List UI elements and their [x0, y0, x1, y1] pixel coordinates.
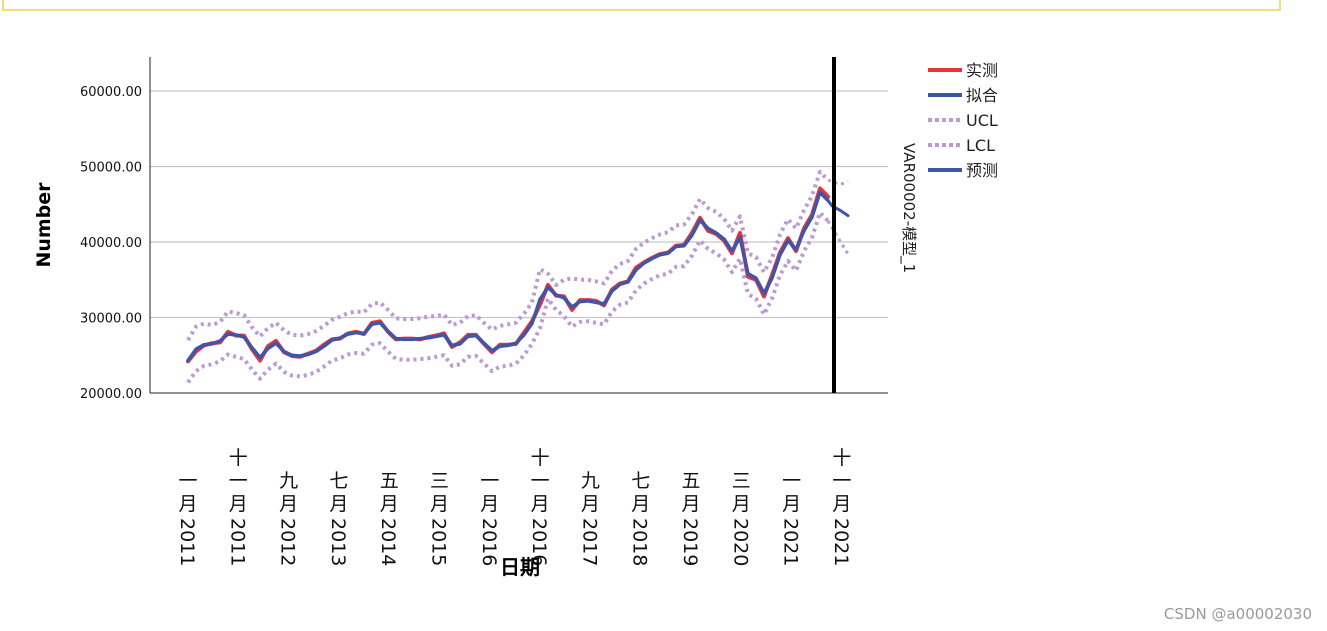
x-tick-month-char: 月: [631, 493, 650, 515]
x-tick-year: 2014: [377, 518, 399, 566]
x-tick-month-char: 月: [480, 493, 499, 515]
x-tick-month-char: 月: [430, 493, 449, 515]
x-tick-year: 2016: [528, 518, 550, 566]
x-tick-month-char: 一: [178, 470, 197, 492]
x-tick-month-char: 月: [581, 493, 600, 515]
x-tick-month-char: 月: [229, 493, 248, 515]
forecast-ucl-line: [827, 178, 849, 187]
x-tick-month-char: 一: [229, 470, 248, 492]
y-tick-label: 30000.00: [80, 312, 142, 327]
x-tick-month-char: 月: [178, 493, 197, 515]
x-tick-month-char: 三: [430, 470, 449, 492]
series-ucl-line: [186, 169, 830, 342]
series-fit-line: [186, 190, 830, 363]
x-tick-month-char: 一: [480, 470, 499, 492]
x-tick-month-char: 十: [229, 447, 248, 469]
x-tick-month-char: 十: [531, 447, 550, 469]
y-tick-label: 60000.00: [80, 85, 142, 100]
x-tick-month-char: 十: [832, 447, 851, 469]
x-tick-month-char: 一: [832, 470, 851, 492]
x-tick-month-char: 月: [531, 493, 550, 515]
x-tick-year: 2011: [226, 518, 248, 566]
x-tick-year: 2019: [679, 518, 701, 566]
x-tick-year: 2012: [277, 518, 299, 566]
model-label: VAR00002-模型_1: [899, 143, 918, 273]
y-tick-label: 40000.00: [80, 236, 142, 251]
series-actual-line: [186, 186, 830, 364]
legend-label: UCL: [966, 111, 998, 130]
watermark: CSDN @a00002030: [1163, 605, 1312, 623]
x-tick-month-char: 月: [329, 493, 348, 515]
x-tick-year: 2011: [176, 518, 198, 566]
x-tick-year: 2021: [830, 518, 852, 566]
series-forecast-line: [826, 199, 850, 218]
x-tick-month-char: 三: [732, 470, 751, 492]
y-axis-title: Number: [33, 182, 55, 268]
x-tick-year: 2017: [578, 518, 600, 566]
x-tick-year: 2013: [327, 518, 349, 566]
x-tick-month-char: 月: [380, 493, 399, 515]
x-tick-month-char: 五: [681, 470, 700, 492]
legend-label: 预测: [966, 161, 998, 180]
x-tick-year: 2015: [428, 518, 450, 566]
forecast-lcl-line: [826, 220, 850, 255]
x-tick-year: 2021: [780, 518, 802, 566]
x-axis-title: 日期: [500, 555, 540, 579]
top-frame: [2, 0, 1281, 11]
x-tick-month-char: 一: [782, 470, 801, 492]
x-tick-month-char: 月: [279, 493, 298, 515]
x-tick-month-char: 月: [832, 493, 851, 515]
x-tick-month-char: 七: [329, 470, 348, 492]
x-tick-month-char: 月: [782, 493, 801, 515]
x-tick-year: 2020: [729, 518, 751, 566]
x-tick-year: 2018: [629, 518, 651, 566]
x-tick-month-char: 月: [732, 493, 751, 515]
y-tick-label: 50000.00: [80, 161, 142, 176]
x-tick-month-char: 月: [681, 493, 700, 515]
x-tick-month-char: 九: [279, 470, 298, 492]
x-tick-month-char: 七: [631, 470, 650, 492]
x-tick-month-char: 五: [380, 470, 399, 492]
series-lcl-line: [186, 210, 830, 384]
x-tick-year: 2016: [478, 518, 500, 566]
y-tick-label: 20000.00: [80, 387, 142, 402]
legend-label: LCL: [966, 136, 995, 155]
x-tick-month-char: 一: [531, 470, 550, 492]
legend-label: 拟合: [966, 86, 998, 105]
x-tick-month-char: 九: [581, 470, 600, 492]
legend-label: 实测: [966, 61, 998, 80]
